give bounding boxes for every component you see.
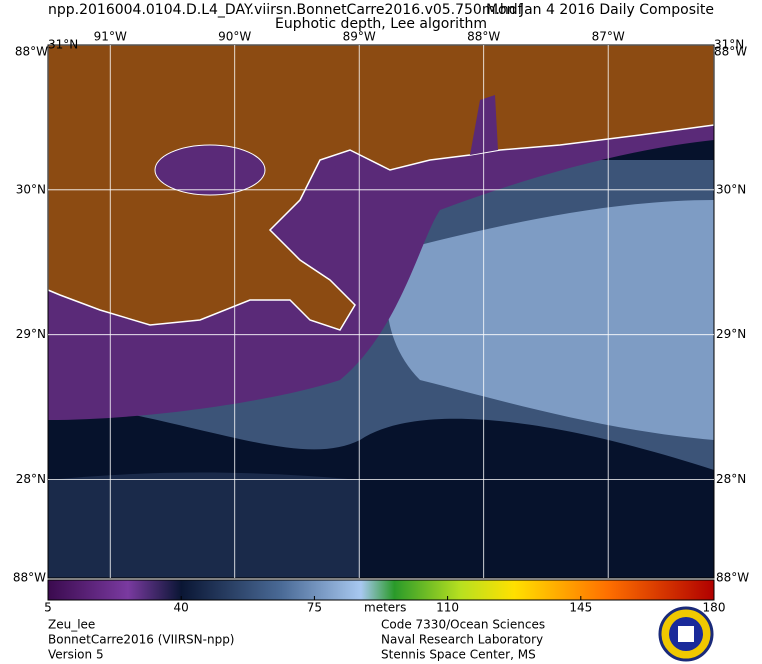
footer-text: Zeu_lee	[48, 618, 95, 632]
footer-text: Naval Research Laboratory	[381, 633, 543, 647]
footer-text: Code 7330/Ocean Sciences	[381, 618, 545, 632]
lon-label: 90°W	[218, 30, 251, 44]
colorbar-unit: meters	[364, 601, 406, 615]
colorbar	[47, 579, 715, 601]
lon-label: 89°W	[343, 30, 376, 44]
corner-label: 88°W	[714, 45, 747, 59]
map-image	[48, 45, 714, 578]
colorbar-tick-label: 5	[44, 601, 52, 615]
colorbar-tick-label: 180	[703, 601, 726, 615]
lat-label: 29°N	[16, 327, 46, 341]
footer-left: Zeu_lee BonnetCarre2016 (VIIRSN-npp) Ver…	[48, 618, 235, 662]
lat-label: 30°N	[16, 182, 46, 196]
lat-label: 28°N	[716, 472, 746, 486]
lat-label: 28°N	[16, 472, 46, 486]
colorbar-tick-label: 75	[307, 601, 322, 615]
colorbar-tick-label: 110	[436, 601, 459, 615]
corner-label: 88°W	[716, 571, 749, 585]
corner-label: 31°N	[48, 38, 78, 52]
lon-label: 88°W	[467, 30, 500, 44]
product: Euphotic depth, Lee algorithm	[275, 16, 487, 32]
logo	[658, 606, 714, 662]
lon-label: 87°W	[592, 30, 625, 44]
map-frame	[47, 44, 715, 579]
colorbar-tick-label: 40	[174, 601, 189, 615]
corner-label: 88°W	[15, 45, 48, 59]
footer-right: Code 7330/Ocean Sciences Naval Research …	[381, 618, 545, 662]
lon-label: 91°W	[94, 30, 127, 44]
footer-text: Stennis Space Center, MS	[381, 648, 536, 662]
corner-label: 88°W	[13, 571, 46, 585]
lat-label: 30°N	[716, 182, 746, 196]
colorbar-tick-label: 145	[569, 601, 592, 615]
date: Mon Jan 4 2016 Daily Composite	[486, 2, 714, 18]
lat-label: 29°N	[716, 327, 746, 341]
corner-label: 31°N	[714, 38, 744, 52]
footer-text: Version 5	[48, 648, 104, 662]
file-name: npp.2016004.0104.D.L4_DAY.viirsn.BonnetC…	[48, 2, 524, 18]
footer-text: BonnetCarre2016 (VIIRSN-npp)	[48, 633, 235, 647]
